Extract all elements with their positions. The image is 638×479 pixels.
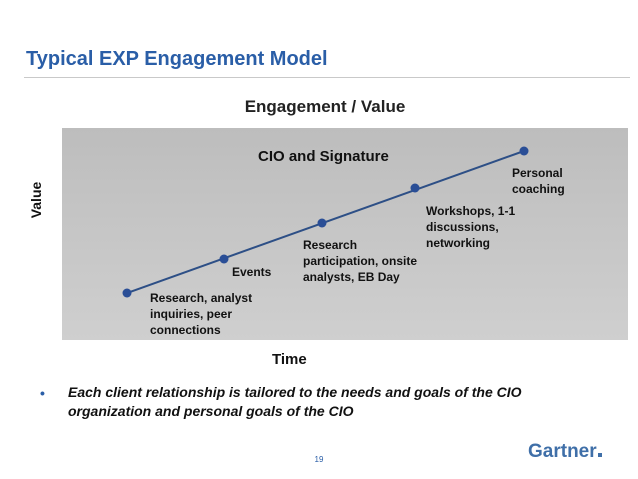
gartner-logo: Gartner <box>528 441 602 463</box>
slide-title: Typical EXP Engagement Model <box>26 48 328 70</box>
milestone-marker-events <box>219 254 229 264</box>
logo-dot-icon <box>597 453 602 457</box>
milestone-label-workshops: Workshops, 1-1 discussions, networking <box>426 204 516 250</box>
milestone-marker-personal-coaching <box>519 146 529 156</box>
milestone-label-events: Events <box>232 265 272 279</box>
milestone-marker-research-inquiries <box>122 288 132 298</box>
chart-panel <box>62 128 628 340</box>
segment-title: CIO and Signature <box>258 148 389 165</box>
milestone-label-personal-coaching: Personal coaching <box>512 166 565 196</box>
milestone-label-research-inquiries: Research, analyst inquiries, peer connec… <box>150 291 253 337</box>
chart-heading: Engagement / Value <box>244 97 406 116</box>
logo-text: Gartner <box>528 441 597 462</box>
milestone-marker-workshops <box>410 183 420 193</box>
title-divider <box>24 77 630 78</box>
bullet-text: Each client relationship is tailored to … <box>68 384 522 419</box>
milestone-label-research-participation: Research participation, onsite analysts,… <box>303 238 418 284</box>
bullet-marker: • <box>40 385 45 401</box>
x-axis-label: Time <box>272 351 307 368</box>
page-number: 19 <box>314 455 324 464</box>
milestone-marker-research-participation <box>317 218 327 228</box>
